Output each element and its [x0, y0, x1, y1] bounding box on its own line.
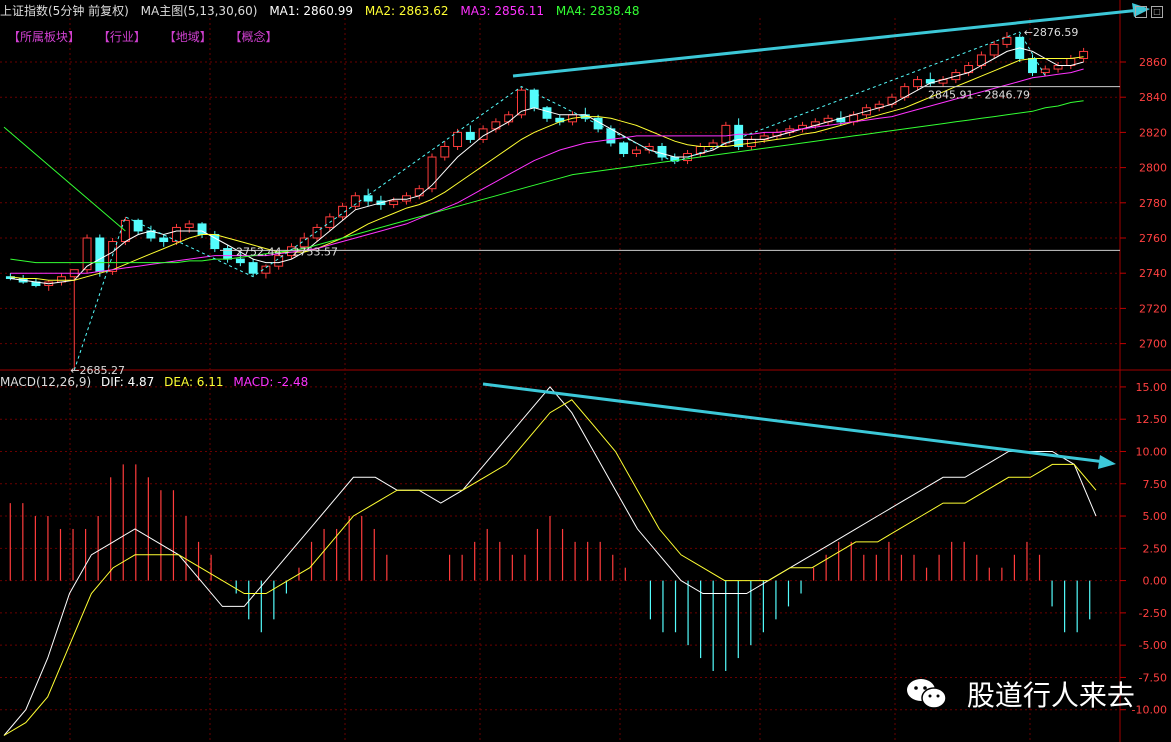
candle-body	[1040, 68, 1050, 74]
candle-body	[389, 200, 399, 206]
candle-body	[913, 79, 922, 88]
ma1-value: MA1: 2860.99	[269, 4, 353, 18]
high-annotation: ←2876.59	[1024, 26, 1079, 39]
ytick-label: 2780	[1139, 197, 1167, 210]
low-annotation: ←2685.27	[70, 364, 125, 377]
watermark: 股道行人来去	[906, 674, 1135, 718]
trend-arrow-main	[512, 8, 1141, 78]
candle-body	[133, 219, 143, 232]
candle-body	[619, 142, 629, 155]
candle-body	[108, 241, 118, 272]
trend-arrow-macd	[482, 382, 1106, 464]
candle-body	[159, 237, 169, 243]
ytick-label: -10.00	[1132, 704, 1167, 717]
sector-link[interactable]: 【所属板块】	[8, 30, 81, 44]
candle-body	[82, 237, 92, 271]
candle-body	[606, 128, 616, 144]
ytick-label: 2700	[1139, 338, 1167, 351]
ytick-label: -7.50	[1139, 671, 1167, 684]
ytick-label: 10.00	[1136, 445, 1168, 458]
candle-body	[1053, 65, 1063, 70]
wechat-icon	[906, 677, 948, 718]
candle-body	[261, 265, 271, 274]
candle-body	[299, 237, 309, 248]
candle-body	[657, 145, 667, 158]
candle-body	[453, 131, 463, 147]
ytick-label: 2820	[1139, 126, 1167, 139]
ytick-label: 12.50	[1136, 413, 1168, 426]
ytick-label: -2.50	[1139, 607, 1167, 620]
ytick-label: 2740	[1139, 267, 1167, 280]
swing-line	[73, 31, 1046, 371]
dea-line	[3, 399, 1097, 736]
dif-line	[3, 386, 1097, 736]
candle-body	[516, 89, 526, 116]
range-annotation-2: 2845.91 - 2846.79	[928, 89, 1030, 102]
trend-arrow-head	[1098, 455, 1116, 469]
candle-body	[338, 205, 348, 218]
main-header: 上证指数(5分钟 前复权) MA主图(5,13,30,60) MA1: 2860…	[0, 2, 648, 19]
ma2-value: MA2: 2863.62	[364, 4, 449, 18]
ma-indicator-name[interactable]: MA主图(5,13,30,60)	[140, 4, 258, 18]
candle-body	[427, 156, 437, 190]
candle-body	[734, 124, 744, 147]
candle-body	[721, 124, 731, 144]
ytick-label: 2720	[1139, 302, 1167, 315]
ma-line-ma3	[10, 68, 1084, 274]
candle-body	[708, 142, 718, 147]
dea-value: DEA: 6.11	[164, 375, 224, 389]
ytick-label: 5.00	[1143, 510, 1168, 523]
ytick-label: 2860	[1139, 56, 1167, 69]
candle-body	[504, 114, 514, 123]
trend-line-green	[3, 126, 126, 232]
industry-link[interactable]: 【行业】	[97, 30, 146, 44]
watermark-text: 股道行人来去	[966, 679, 1135, 712]
ma-line-ma1	[10, 47, 1084, 285]
candle-body	[631, 149, 641, 155]
candle-body	[1002, 36, 1012, 45]
ytick-label: 0.00	[1143, 575, 1168, 588]
candle-body	[1079, 50, 1089, 59]
candle-body	[414, 188, 424, 197]
macd-header: MACD(12,26,9) DIF: 4.87 DEA: 6.11 MACD: …	[0, 375, 314, 389]
concept-link[interactable]: 【概念】	[229, 30, 278, 44]
candle-body	[529, 89, 539, 109]
range-annotation-1: 2752.44 - 2753.57	[236, 245, 338, 258]
candle-body	[235, 258, 245, 264]
ma-line-ma2	[10, 56, 1084, 281]
macd-name[interactable]: MACD(12,26,9)	[0, 375, 92, 389]
candle-body	[248, 262, 258, 274]
candle-body	[274, 255, 284, 267]
ytick-label: -5.00	[1139, 639, 1167, 652]
ytick-label: 2840	[1139, 91, 1167, 104]
minimize-icon[interactable]: –	[1135, 6, 1147, 18]
ma4-value: MA4: 2838.48	[555, 4, 640, 18]
candle-body	[440, 145, 450, 158]
ytick-label: 7.50	[1143, 478, 1168, 491]
index-name: 上证指数(5分钟 前复权)	[0, 4, 129, 18]
candle-body	[1028, 57, 1037, 74]
candle-body	[312, 226, 322, 239]
dif-value: DIF: 4.87	[100, 375, 155, 389]
ytick-label: 2800	[1139, 162, 1167, 175]
block-links: 【所属板块】 【行业】 【地域】 【概念】	[8, 28, 292, 45]
ytick-label: 15.00	[1136, 381, 1168, 394]
candle-body	[465, 131, 475, 140]
candle-body	[989, 43, 999, 56]
candle-body	[172, 226, 181, 243]
candle-body	[95, 237, 105, 272]
macd-value: MACD: -2.48	[233, 375, 309, 389]
candle-body	[184, 223, 194, 228]
ma-line-ma4	[10, 100, 1084, 264]
ytick-label: 2.50	[1143, 542, 1168, 555]
ytick-label: 2760	[1139, 232, 1167, 245]
ma3-value: MA3: 2856.11	[460, 4, 545, 18]
region-link[interactable]: 【地域】	[163, 30, 212, 44]
candle-body	[542, 107, 552, 119]
maximize-icon[interactable]: □	[1151, 6, 1163, 18]
